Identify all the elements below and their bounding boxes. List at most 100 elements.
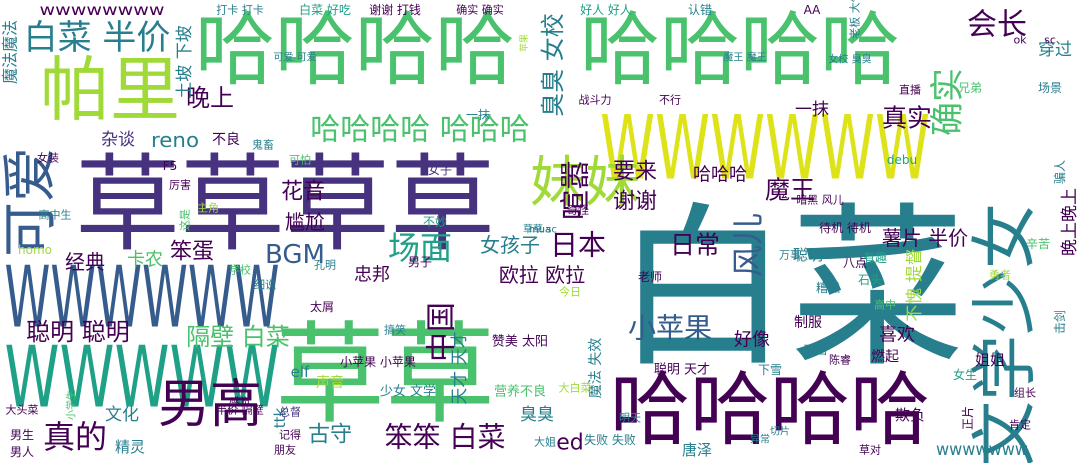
word: 动画 — [803, 343, 827, 357]
word: 暗黑 风儿 — [796, 193, 844, 207]
word: 声音 — [316, 374, 344, 391]
word: 确实 确实 — [456, 3, 504, 17]
word: 总督 — [279, 405, 301, 419]
word: 薯片 半价 — [882, 226, 968, 250]
word: 大头菜 — [6, 403, 39, 417]
word: 哈哈哈哈 — [195, 4, 515, 97]
word: 男生 — [10, 428, 34, 442]
word: 天才 天才 — [450, 331, 470, 404]
word: 日本 — [550, 229, 606, 262]
word: 谢谢 打钱 — [369, 2, 421, 17]
word: homo — [18, 243, 52, 257]
word: 细说 — [254, 278, 276, 292]
word: 喜欢 — [879, 325, 915, 346]
word: 大姐 — [534, 435, 556, 449]
word: 少女 文学 — [380, 384, 436, 400]
word: 哈哈哈哈 — [610, 364, 930, 457]
word: 场景 — [1038, 81, 1062, 95]
word: 切片 — [770, 425, 790, 438]
word: 笨蛋 — [170, 240, 214, 265]
word: 男子 — [408, 255, 432, 269]
word: 骗人 — [1052, 160, 1067, 184]
word: 可爱 — [0, 147, 62, 257]
word: 哈哈哈 — [693, 165, 747, 186]
word: 小学生 — [65, 390, 78, 420]
word: 下雪 — [758, 363, 782, 377]
word: 要来 — [613, 160, 657, 185]
word: 卡农 — [127, 250, 163, 271]
word: 失败 失败 — [584, 432, 636, 447]
word: mua — [529, 225, 551, 236]
word: 杂谈 — [101, 130, 135, 150]
word: 女孩子 — [480, 233, 540, 257]
word: 组长 — [1014, 386, 1036, 400]
word: 这是 — [178, 209, 192, 231]
word: 可怕 — [289, 154, 311, 167]
word: 一抹 — [466, 108, 490, 122]
word: 直播 — [899, 83, 921, 97]
word: 白菜 半价 — [24, 18, 171, 58]
word: 女子 — [428, 162, 452, 177]
word: 臭臭 女校 — [539, 13, 567, 117]
word: 肯定 — [1009, 418, 1031, 432]
word: 尴尬 — [285, 210, 325, 234]
word: 哈哈哈哈 — [580, 4, 900, 97]
word: ttk — [271, 407, 289, 428]
word: debu — [887, 153, 917, 167]
word: 经典 — [65, 250, 105, 274]
word: 魔王 魔王 — [723, 51, 766, 64]
word: 小苹果 小苹果 — [340, 355, 416, 369]
word: reno — [151, 128, 199, 152]
word: 日常 — [670, 231, 720, 260]
word: ok — [1013, 34, 1027, 47]
word: 魔法魔法 — [1, 20, 20, 84]
word: 女校 臭臭 — [828, 53, 871, 66]
word: AA — [804, 3, 822, 17]
word: 女装 — [37, 151, 59, 165]
word: 欧拉 欧拉 — [499, 263, 585, 287]
word: 搞笑 — [384, 323, 406, 337]
word: 兄弟 — [958, 81, 982, 95]
word: wwwwwww — [936, 440, 1028, 460]
word: 文学少女 — [967, 203, 1044, 463]
word: 陈睿 — [829, 353, 851, 367]
word: 魔王 — [765, 176, 815, 205]
word: 老师 — [638, 270, 662, 284]
word: WWWWWW — [600, 97, 930, 200]
word: 女生 — [953, 367, 977, 382]
word: mua — [529, 225, 551, 236]
word: 异常 — [750, 433, 770, 446]
word: 待机 待机 — [819, 221, 871, 235]
word: 今日 — [559, 285, 581, 299]
word: 精灵 — [115, 438, 145, 456]
word: 万事 — [779, 249, 801, 262]
word: 主角 — [197, 202, 219, 215]
word: 真实 — [882, 104, 932, 133]
word: 不良 — [212, 132, 240, 148]
word: 八点 — [843, 256, 867, 270]
word: 白菜 好吃 — [299, 2, 351, 17]
word: 文化 — [105, 405, 139, 425]
word: 不愧 提督 — [905, 248, 925, 321]
word: 白菜 — [615, 189, 965, 392]
word: 会长 — [967, 8, 1027, 43]
word: 正片 — [961, 406, 975, 430]
word: 好人 好人 — [580, 3, 632, 17]
word: 学校 — [229, 263, 251, 277]
word: 场面 — [388, 229, 452, 267]
word: 辛苦 — [1026, 237, 1050, 251]
word: 姐姐 — [975, 351, 1005, 369]
word: 燃起 — [871, 348, 899, 365]
word: 晚上晚上 — [1060, 188, 1080, 256]
word: 笨笨 白菜 — [385, 421, 506, 454]
word: 魔法 失效 — [588, 338, 604, 398]
word: 喧嚣 — [559, 160, 594, 220]
word: 男人 — [10, 445, 34, 459]
word: 小苹果 — [628, 312, 712, 345]
word: 确实 — [928, 68, 968, 136]
word: 制服 — [794, 315, 822, 331]
word: wwwwwwww — [40, 1, 165, 19]
